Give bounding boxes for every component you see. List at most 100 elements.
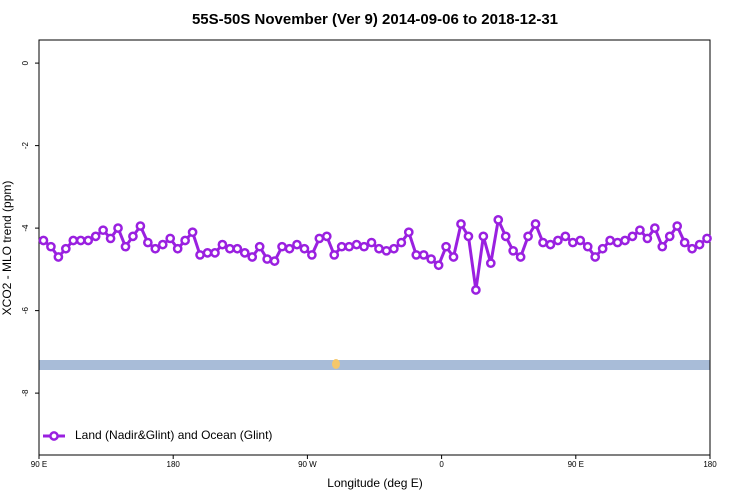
data-point	[180, 235, 190, 246]
data-point	[83, 235, 94, 246]
data-point	[649, 223, 660, 233]
data-point	[254, 241, 265, 252]
data-point	[605, 235, 615, 246]
x-tick-label: 90 E	[31, 460, 47, 469]
data-point	[210, 248, 220, 258]
data-point	[381, 245, 392, 256]
data-point	[463, 231, 474, 242]
data-point	[38, 235, 49, 246]
data-point	[299, 243, 310, 254]
data-point	[500, 231, 511, 242]
data-point	[478, 231, 489, 242]
land-mask-band	[39, 360, 710, 370]
data-point	[150, 243, 161, 254]
x-tick-label: 180	[167, 460, 181, 469]
data-point	[694, 239, 705, 250]
data-point	[441, 241, 451, 252]
data-point	[530, 219, 541, 229]
x-tick-label: 0	[439, 460, 444, 469]
y-axis-label: XCO2 - MLO trend (ppm)	[0, 181, 14, 316]
data-point	[590, 252, 601, 262]
y-tick-label: -4	[21, 224, 30, 232]
data-point	[307, 250, 317, 260]
data-point	[120, 241, 131, 252]
x-axis-label: Longitude (deg E)	[327, 476, 422, 490]
data-point	[553, 235, 563, 246]
data-point	[284, 243, 295, 254]
data-point	[582, 241, 593, 252]
data-point	[165, 233, 176, 244]
data-point	[456, 219, 466, 229]
chart-title: 55S-50S November (Ver 9) 2014-09-06 to 2…	[192, 11, 558, 28]
data-point	[351, 239, 362, 250]
data-point	[702, 233, 712, 244]
data-point	[157, 239, 168, 250]
data-point	[374, 243, 384, 254]
legend-label: Land (Nadir&Glint) and Ocean (Glint)	[75, 428, 272, 442]
data-point	[75, 235, 86, 246]
data-point	[202, 248, 213, 258]
data-point	[128, 231, 138, 242]
data-point	[187, 227, 198, 238]
y-tick-label: -6	[21, 307, 30, 315]
data-point	[321, 231, 332, 242]
data-point	[411, 250, 422, 260]
x-tick-label: 180	[703, 460, 717, 469]
data-point	[217, 239, 228, 250]
data-point	[389, 243, 399, 254]
data-point	[225, 243, 235, 254]
data-point	[627, 231, 638, 242]
data-point	[195, 250, 205, 260]
data-point	[426, 254, 437, 264]
data-point	[664, 231, 675, 242]
x-tick-label: 90 E	[568, 460, 584, 469]
y-tick-label: 0	[21, 60, 30, 65]
legend-marker	[49, 431, 59, 441]
data-point	[98, 225, 108, 236]
data-point	[314, 233, 325, 244]
data-point	[575, 235, 586, 246]
data-point	[60, 243, 71, 254]
data-point	[597, 243, 608, 254]
data-point	[672, 221, 683, 231]
y-tick-label: -2	[21, 142, 30, 150]
data-point	[329, 250, 340, 260]
data-point	[113, 223, 123, 233]
data-point	[292, 239, 302, 250]
data-point	[277, 241, 287, 252]
data-point	[366, 237, 377, 248]
data-point	[239, 248, 250, 258]
data-point	[336, 241, 347, 252]
x-tick-label: 90 W	[298, 460, 317, 469]
data-point	[418, 250, 429, 260]
data-point	[493, 215, 504, 225]
data-point	[172, 243, 183, 254]
data-point	[642, 233, 653, 244]
data-point	[433, 260, 444, 271]
data-point	[612, 237, 623, 248]
data-point	[620, 235, 630, 246]
data-point	[545, 239, 556, 250]
plot-frame	[38, 39, 711, 456]
data-point	[135, 221, 146, 231]
y-tick-label: -8	[21, 389, 30, 397]
data-point	[68, 235, 79, 246]
data-point	[657, 241, 668, 252]
data-point	[396, 237, 407, 248]
data-point	[448, 252, 459, 262]
data-point	[262, 254, 272, 264]
series-line	[42, 214, 708, 291]
data-point	[232, 243, 243, 254]
data-point	[403, 227, 414, 238]
data-point	[485, 258, 496, 269]
land-mask-spot	[332, 359, 340, 369]
data-point	[359, 241, 369, 252]
data-point	[679, 237, 690, 248]
data-point	[515, 252, 526, 262]
data-point	[523, 231, 533, 242]
data-point	[344, 241, 355, 252]
data-point	[508, 245, 519, 256]
data-point	[46, 241, 56, 252]
data-point	[560, 231, 571, 242]
